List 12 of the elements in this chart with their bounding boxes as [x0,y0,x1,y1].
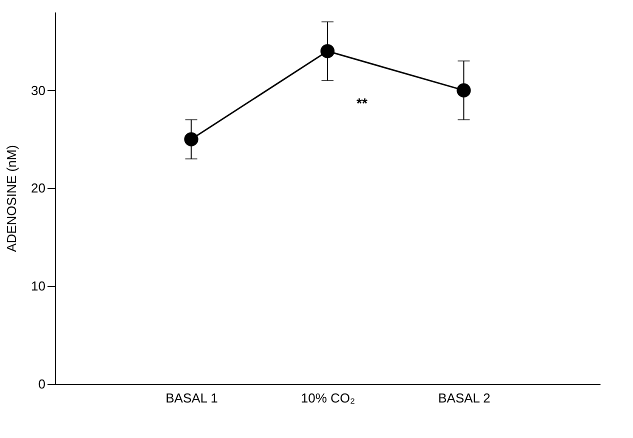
point [456,83,471,98]
point [184,132,198,146]
point [320,44,335,58]
y-tick-label: 20 [31,180,46,196]
y-tick-label: 0 [38,376,46,392]
y-axis-title: ADENOSINE (nM) [4,145,20,252]
y-tick-label: 30 [31,82,46,98]
x-tick-label: 10% CO₂ [300,390,356,406]
x-tick-label: BASAL 1 [166,390,218,406]
annotation: ** [356,95,368,111]
y-tick-label: 10 [31,278,46,294]
x-tick-label: BASAL 2 [438,390,490,406]
